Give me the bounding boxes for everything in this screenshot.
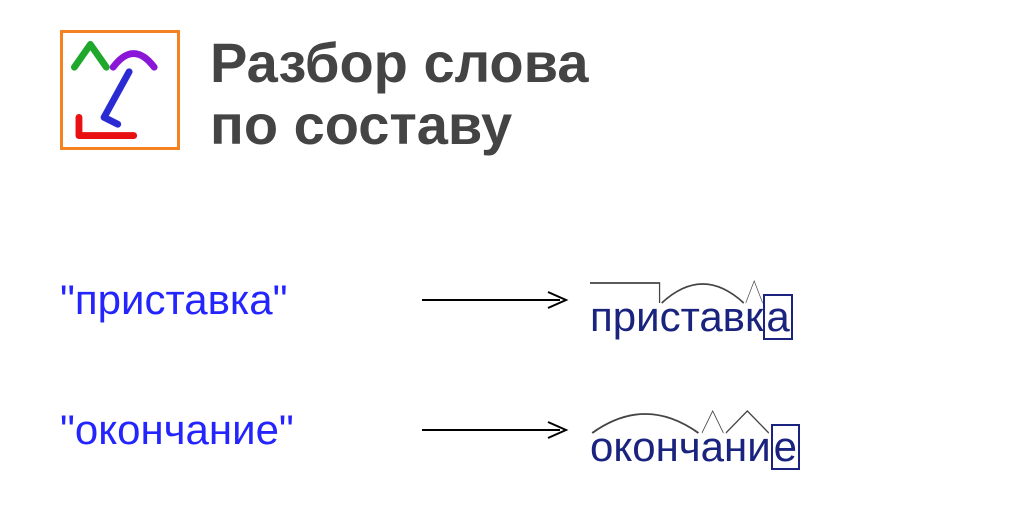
parsed-word: окончание bbox=[590, 390, 800, 470]
segment-ending: а bbox=[763, 294, 792, 340]
morpheme-mark bbox=[701, 400, 724, 442]
parsed-word: приставка bbox=[590, 260, 793, 340]
example-row: "окончание" окончание bbox=[60, 390, 970, 470]
arrow-icon bbox=[420, 420, 570, 440]
segment-ending: е bbox=[771, 424, 800, 470]
examples-list: "приставка"приставка"окончание"окончание bbox=[60, 260, 970, 520]
morpheme-mark bbox=[660, 270, 745, 312]
arrow-icon bbox=[420, 290, 570, 310]
logo bbox=[60, 30, 180, 150]
arrow bbox=[400, 290, 590, 310]
morpheme-mark bbox=[745, 270, 763, 312]
title-line: Разбор слова bbox=[210, 31, 588, 94]
input-word: "приставка" bbox=[60, 276, 400, 324]
segment-root: оконч bbox=[590, 426, 701, 468]
title-line: по составу bbox=[210, 93, 512, 156]
segment-suffix: к bbox=[745, 296, 763, 338]
segment-prefix: при bbox=[590, 296, 660, 338]
segment-suffix: ни bbox=[724, 426, 771, 468]
logo-icon bbox=[63, 33, 177, 147]
arrow bbox=[400, 420, 590, 440]
segment-suffix: а bbox=[701, 426, 724, 468]
morpheme-mark bbox=[724, 400, 771, 442]
input-word: "окончание" bbox=[60, 406, 400, 454]
page-title: Разбор словапо составу bbox=[210, 32, 588, 155]
morpheme-mark bbox=[590, 270, 660, 312]
segment-root: став bbox=[660, 296, 745, 338]
example-row: "приставка" приставка bbox=[60, 260, 970, 340]
header: Разбор словапо составу bbox=[60, 30, 588, 155]
morpheme-mark bbox=[590, 400, 701, 442]
